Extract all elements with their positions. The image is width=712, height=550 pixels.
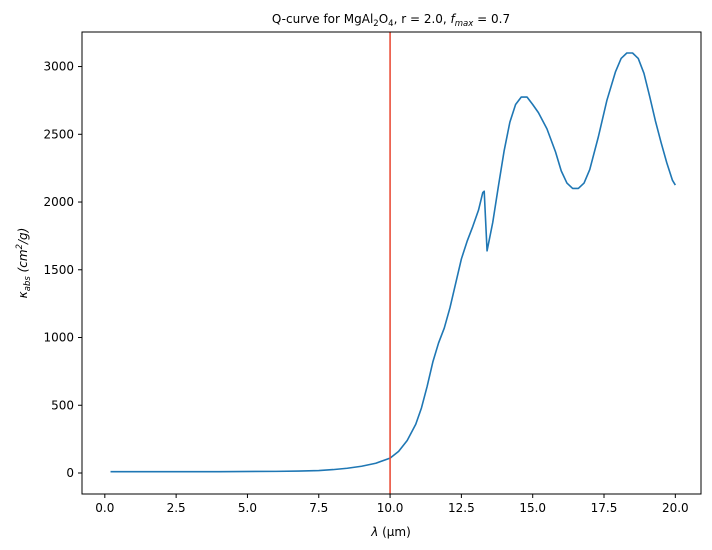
x-tick-label: 12.5 xyxy=(448,501,475,515)
x-tick-label: 15.0 xyxy=(519,501,546,515)
x-tick-label: 17.5 xyxy=(591,501,618,515)
x-tick-label: 0.0 xyxy=(95,501,114,515)
title: Q-curve for MgAl2O4, r = 2.0, fmax = 0.7 xyxy=(272,12,510,29)
y-axis-label: κabs (cm2/g) xyxy=(15,228,33,299)
y-axis: 0 500 1000 1500 2000 2500 3000 xyxy=(43,60,82,480)
x-tick-label: 20.0 xyxy=(662,501,689,515)
x-tick-label: 5.0 xyxy=(238,501,257,515)
plot-frame xyxy=(81,31,702,495)
x-tick-label: 2.5 xyxy=(167,501,186,515)
x-axis-label: λ (μm) xyxy=(370,525,411,539)
y-tick-label: 1000 xyxy=(43,331,74,345)
x-tick-label: 7.5 xyxy=(309,501,328,515)
y-tick-label: 2500 xyxy=(43,127,74,141)
x-tick-label: 10.0 xyxy=(377,501,404,515)
y-tick-label: 3000 xyxy=(43,60,74,74)
y-tick-label: 1500 xyxy=(43,263,74,277)
y-tick-label: 500 xyxy=(51,398,74,412)
series-layer xyxy=(110,52,677,473)
series-line-1 xyxy=(110,52,677,473)
chart-title: Q-curve for MgAl2O4, r = 2.0, fmax = 0.7 xyxy=(272,12,510,29)
y-tick-label: 2000 xyxy=(43,195,74,209)
y-tick-label: 0 xyxy=(66,466,74,480)
x-axis: 0.0 2.5 5.0 7.5 10.0 12.5 15.0 17.5 20.0 xyxy=(95,494,689,515)
plot-area xyxy=(81,31,702,495)
